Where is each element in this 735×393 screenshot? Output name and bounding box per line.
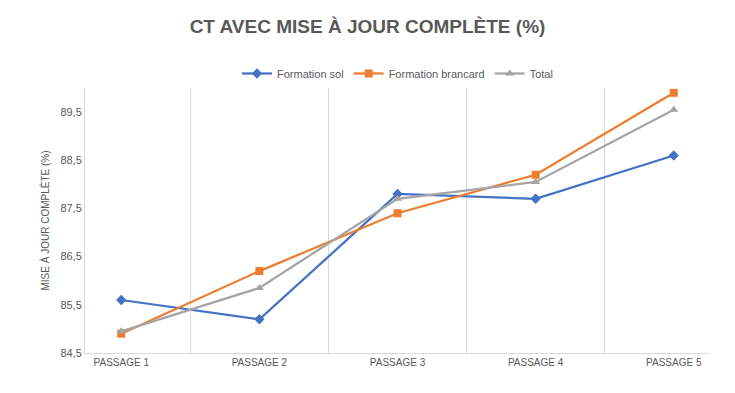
svg-text:Total: Total (530, 68, 553, 80)
svg-text:Formation sol: Formation sol (277, 68, 344, 80)
svg-text:89,5: 89,5 (60, 106, 81, 118)
svg-text:85,5: 85,5 (60, 299, 81, 311)
svg-text:CT AVEC MISE À JOUR COMPLÈTE (: CT AVEC MISE À JOUR COMPLÈTE (%) (190, 16, 546, 37)
svg-text:PASSAGE 1: PASSAGE 1 (94, 357, 150, 368)
svg-text:PASSAGE 2: PASSAGE 2 (232, 357, 288, 368)
svg-text:86,5: 86,5 (60, 250, 81, 262)
svg-text:88,5: 88,5 (60, 154, 81, 166)
svg-text:MISE À JOUR COMPLÈTE (%): MISE À JOUR COMPLÈTE (%) (39, 150, 51, 290)
svg-text:PASSAGE 5: PASSAGE 5 (646, 357, 702, 368)
svg-text:PASSAGE 3: PASSAGE 3 (370, 357, 426, 368)
svg-text:84,5: 84,5 (60, 347, 81, 359)
svg-text:PASSAGE 4: PASSAGE 4 (508, 357, 564, 368)
svg-text:Formation brancard: Formation brancard (389, 68, 485, 80)
svg-text:87,5: 87,5 (60, 202, 81, 214)
